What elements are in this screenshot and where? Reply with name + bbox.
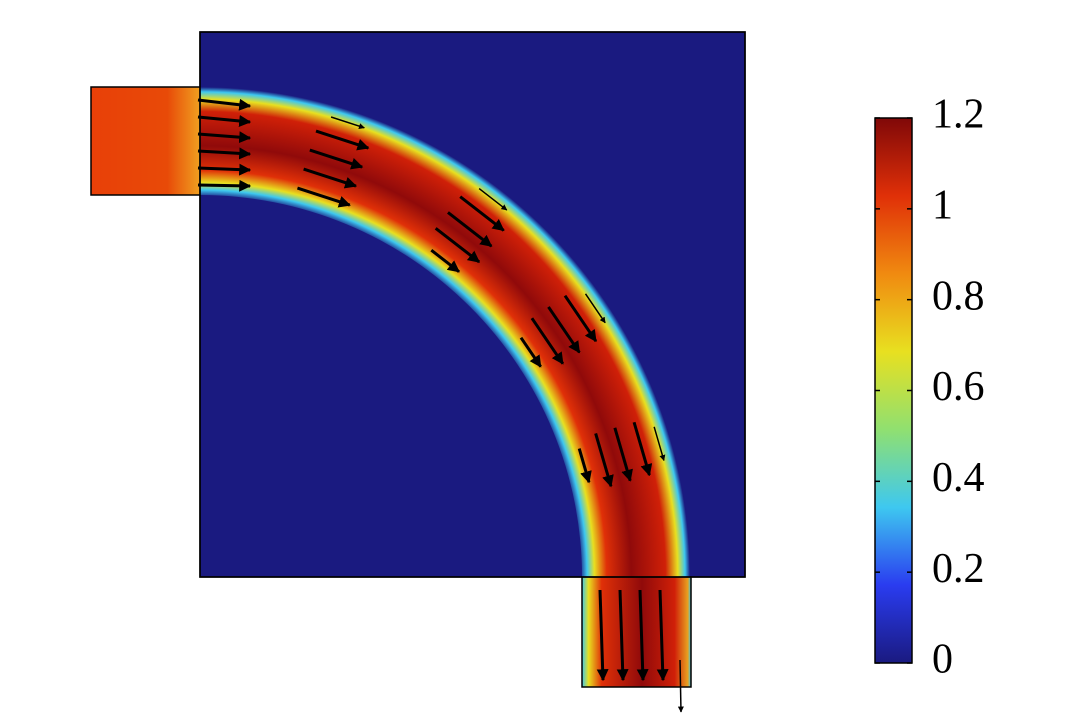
colorbar-tick-label: 1 [932,182,953,228]
flow-field [90,31,746,688]
arrow [197,98,252,111]
arrow [309,148,364,170]
colorbar-tick-label: 0.4 [932,455,985,501]
arrow [197,147,252,160]
arrow [303,167,358,189]
colorbar-tick-label: 0 [932,637,953,683]
arrow [653,426,666,462]
arrow [197,179,252,192]
arrow [584,293,606,324]
arrow [530,317,565,365]
arrow [197,114,252,127]
arrow [616,589,629,682]
arrow [656,589,669,682]
arrow [519,336,542,368]
arrow [430,249,460,273]
arrow [636,589,649,682]
colorbar-tick-label: 0.8 [932,273,985,319]
arrow [315,129,370,151]
channel [200,87,690,577]
colorbar-tick-label: 0.2 [932,546,985,592]
arrow [296,186,351,208]
domain-border [199,31,746,578]
arrow [197,131,252,144]
arrow [563,294,598,343]
arrow [677,659,684,713]
colorbar-tick-label: 1.2 [932,92,985,138]
colorbar [874,117,913,664]
arrow [613,427,633,482]
arrow [459,195,505,232]
arrow [632,421,653,477]
inlet [90,86,201,196]
arrow [596,589,609,682]
arrow [197,163,252,176]
arrow [434,227,481,264]
arrow [594,432,614,488]
outlet [581,576,692,688]
arrow [547,306,581,354]
arrow [447,211,493,248]
arrow [577,448,592,484]
arrow [478,187,508,211]
colorbar-tick-label: 0.6 [932,364,985,410]
velocity-arrows [197,98,684,713]
arrow [330,116,365,129]
